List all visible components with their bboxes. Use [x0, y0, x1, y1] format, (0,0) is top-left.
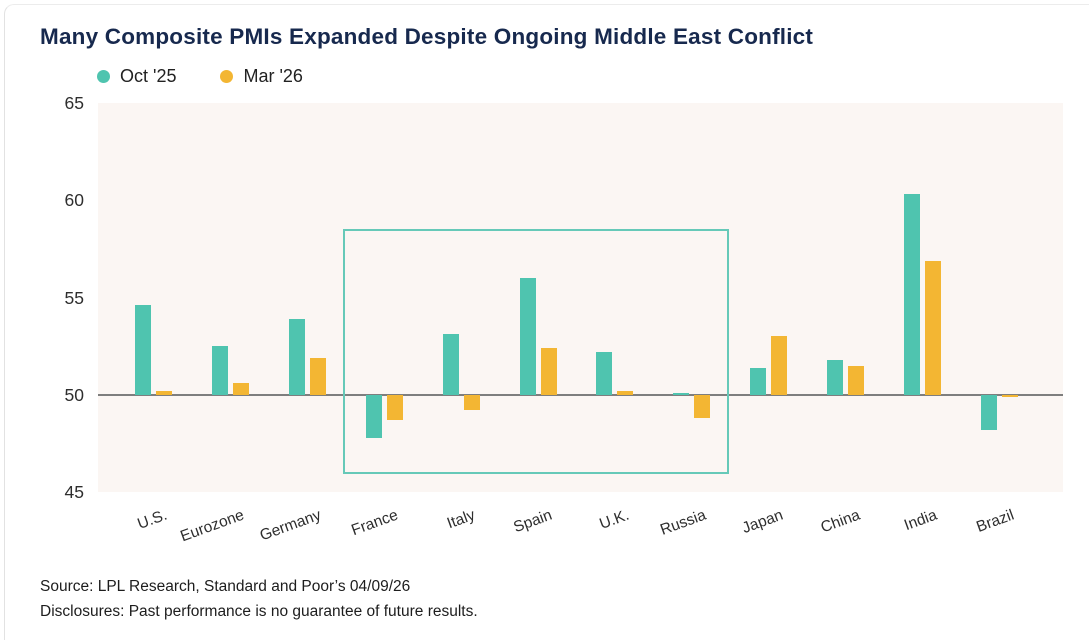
bar-germany-oct25 [288, 318, 305, 395]
bar-eurozone-oct25 [211, 346, 228, 395]
bar-japan-oct25 [750, 367, 767, 395]
chart-title: Many Composite PMIs Expanded Despite Ong… [40, 24, 814, 49]
bar-france-mar26 [386, 394, 403, 421]
legend-label-oct25: Oct '25 [120, 66, 177, 86]
bar-italy-oct25 [442, 334, 459, 395]
bar-china-mar26 [848, 365, 865, 395]
bar-us-mar26 [155, 390, 172, 395]
bar-russia-oct25 [673, 392, 690, 395]
y-axis-tick-45: 45 [64, 482, 84, 502]
bar-brazil-oct25 [981, 394, 998, 430]
highlight-box [343, 229, 729, 475]
bar-india-oct25 [904, 194, 921, 395]
y-axis-tick-65: 65 [64, 93, 84, 113]
y-axis-tick-55: 55 [64, 287, 84, 308]
chart-footer: Source: LPL Research, Standard and Poor’… [40, 575, 478, 624]
legend-dot-oct25-icon [97, 70, 110, 83]
bar-china-oct25 [827, 359, 844, 395]
source-text: Source: LPL Research, Standard and Poor’… [40, 578, 411, 595]
bar-india-mar26 [925, 260, 942, 395]
y-axis-tick-60: 60 [64, 190, 84, 211]
baseline-50 [98, 393, 1063, 396]
legend-item-oct25: Oct '25 [97, 66, 176, 87]
bar-spain-mar26 [540, 348, 557, 395]
legend: Oct '25 Mar '26 [97, 66, 303, 87]
bar-brazil-mar26 [1002, 394, 1019, 397]
bar-spain-oct25 [519, 278, 536, 395]
y-axis-tick-50: 50 [64, 384, 84, 405]
bar-france-oct25 [365, 394, 382, 438]
plot-area: 45 50 55 60 65 U.S. Eurozone Germany France Italy… [65, 93, 1063, 545]
legend-item-mar26: Mar '26 [220, 66, 303, 87]
disclosure-text: Disclosures: Past performance is no guar… [40, 602, 478, 620]
bar-uk-mar26 [617, 390, 634, 395]
legend-dot-mar26-icon [220, 70, 234, 83]
bar-japan-mar26 [771, 336, 788, 395]
bar-germany-mar26 [309, 357, 326, 395]
legend-label-mar26: Mar '26 [243, 66, 303, 86]
bar-eurozone-mar26 [232, 383, 249, 395]
bar-russia-mar26 [694, 394, 711, 419]
bar-us-oct25 [134, 305, 151, 395]
bar-italy-mar26 [463, 394, 480, 411]
bar-uk-oct25 [596, 351, 613, 395]
